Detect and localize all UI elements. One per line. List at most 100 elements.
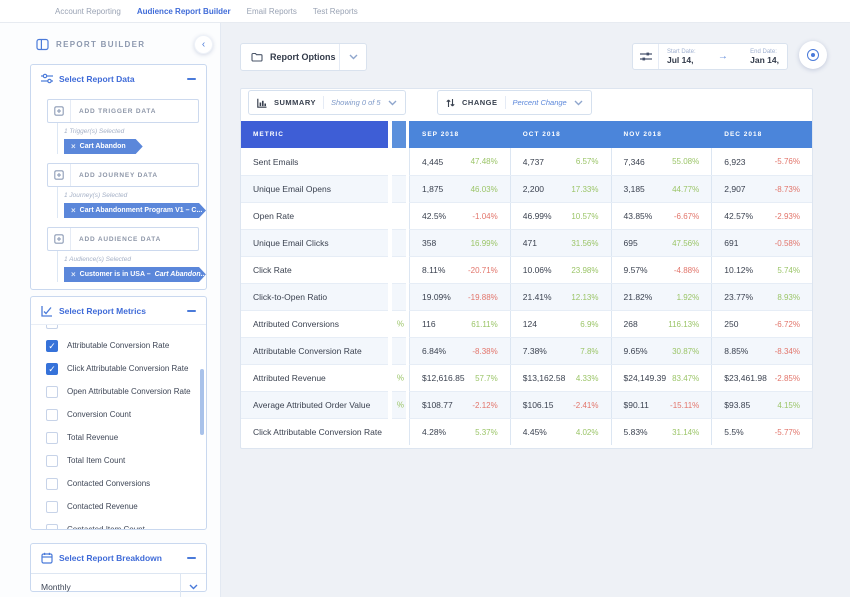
checkbox[interactable] bbox=[46, 500, 58, 513]
breakdown-select[interactable]: Monthly bbox=[31, 573, 206, 597]
cell-percent-change: 8.93% bbox=[777, 292, 800, 302]
month-cell: 7,346 55.08% bbox=[610, 148, 712, 175]
add-data-button[interactable]: ADD JOURNEY DATA bbox=[47, 163, 199, 187]
data-group: ADD JOURNEY DATA 1 Journey(s) Selected ×… bbox=[31, 163, 206, 218]
run-report-button[interactable] bbox=[799, 41, 827, 69]
add-data-button[interactable]: ADD TRIGGER DATA bbox=[47, 99, 199, 123]
checkbox[interactable]: ✓ bbox=[46, 339, 58, 352]
plus-square-icon bbox=[48, 164, 71, 186]
data-groups: ADD TRIGGER DATA 1 Trigger(s) Selected ×… bbox=[31, 89, 206, 282]
top-nav-items: Account Reporting Audience Report Builder… bbox=[0, 0, 850, 22]
remove-tag-icon[interactable]: × bbox=[71, 270, 76, 279]
metric-item-label: Contacted Item Count bbox=[67, 525, 145, 529]
column-gap bbox=[388, 120, 392, 148]
clipped-column-sliver: % bbox=[392, 365, 406, 391]
checkbox[interactable] bbox=[46, 325, 58, 329]
column-gap bbox=[388, 310, 392, 337]
cell-percent-change: 57.7% bbox=[475, 373, 498, 383]
sidebar-collapse-button[interactable]: ‹ bbox=[194, 35, 213, 54]
column-gap bbox=[406, 391, 409, 418]
metrics-list-viewport: ✓ Attributable Conversion Rate ✓ Click A… bbox=[31, 324, 206, 529]
metric-item: Conversion Count bbox=[46, 403, 206, 426]
metric-item: ✓ Click Attributable Conversion Rate bbox=[46, 357, 206, 380]
row-metric-name: Unique Email Opens bbox=[253, 184, 331, 194]
selected-tag[interactable]: × Cart Abandon bbox=[64, 139, 143, 154]
cell-percent-change: -8.38% bbox=[472, 346, 498, 356]
month-cell: 23.77% 8.93% bbox=[711, 284, 812, 310]
cell-value: 46.99% bbox=[522, 211, 552, 221]
cell-percent-change: -2.41% bbox=[573, 400, 599, 410]
cell-percent-change: 17.33% bbox=[571, 184, 599, 194]
checkbox[interactable] bbox=[46, 408, 58, 421]
selected-data: 1 Journey(s) Selected × Cart Abandonment… bbox=[57, 187, 206, 218]
cell-percent-change: -6.72% bbox=[774, 319, 800, 329]
plus-square-icon bbox=[48, 228, 71, 250]
checkbox[interactable] bbox=[46, 431, 58, 444]
cell-percent-change: 4.33% bbox=[575, 373, 599, 383]
month-cell: 2,907 -8.73% bbox=[711, 176, 812, 202]
cell-value: 358 bbox=[422, 238, 437, 248]
month-cell: 116 61.11% bbox=[409, 311, 510, 337]
metric-item-label: Contacted Conversions bbox=[67, 479, 151, 488]
date-range-control[interactable]: Start Date: Jul 14, → End Date: Jan 14, bbox=[632, 43, 788, 70]
report-options-button[interactable]: Report Options bbox=[240, 43, 367, 71]
collapse-section-icon[interactable] bbox=[187, 77, 196, 80]
month-cell: 268 116.13% bbox=[610, 311, 712, 337]
nav-item[interactable]: Test Reports bbox=[312, 6, 358, 16]
checkbox[interactable] bbox=[46, 477, 58, 490]
selected-tag[interactable]: × Cart Abandonment Program V1 – C... bbox=[64, 203, 206, 218]
checkbox[interactable] bbox=[46, 454, 58, 467]
sidebar-title: REPORT BUILDER bbox=[56, 40, 146, 49]
checkbox[interactable]: ✓ bbox=[46, 362, 58, 375]
remove-tag-icon[interactable]: × bbox=[71, 142, 76, 151]
metrics-chart-icon bbox=[41, 305, 53, 317]
metrics-scrollbar[interactable] bbox=[200, 369, 204, 435]
cell-value: 2,907 bbox=[724, 184, 746, 194]
cell-percent-change: -1.04% bbox=[472, 211, 498, 221]
cell-percent-change: 12.13% bbox=[571, 292, 599, 302]
cell-percent-change: 4.15% bbox=[777, 400, 800, 410]
cell-percent-change: -19.88% bbox=[467, 292, 498, 302]
cell-value: 10.12% bbox=[724, 265, 754, 275]
report-table-card: METRIC SEP 2018 OCT 2018 NOV 2018 DEC 2018 … bbox=[240, 88, 813, 449]
cell-value: 23.77% bbox=[724, 292, 754, 302]
end-date-field[interactable]: End Date: Jan 14, bbox=[742, 49, 787, 65]
metric-item: ✓ Attributable Conversion Rate bbox=[46, 334, 206, 357]
nav-item[interactable]: Email Reports bbox=[246, 6, 297, 16]
table-row: Unique Email Clicks 358 16.99% 471 31.56… bbox=[241, 229, 812, 256]
cell-value: $93.85 bbox=[724, 400, 751, 410]
column-gap bbox=[388, 337, 392, 364]
checkbox[interactable] bbox=[46, 385, 58, 398]
start-date-field[interactable]: Start Date: Jul 14, bbox=[659, 49, 704, 65]
select-report-data-header: Select Report Data bbox=[31, 65, 206, 89]
nav-item[interactable]: Account Reporting bbox=[55, 6, 121, 16]
cell-value: 4.28% bbox=[422, 427, 447, 437]
table-row: Attributable Conversion Rate 6.84% -8.38… bbox=[241, 337, 812, 364]
metric-item: Contacted Conversions bbox=[46, 472, 206, 495]
change-dropdown[interactable]: CHANGE Percent Change bbox=[437, 90, 592, 115]
cell-percent-change: 1.92% bbox=[676, 292, 700, 302]
collapse-section-icon[interactable] bbox=[187, 310, 196, 312]
select-report-data-card: Select Report Data ADD TRIGGER DATA 1 Tr… bbox=[30, 64, 207, 290]
remove-tag-icon[interactable]: × bbox=[71, 206, 76, 215]
cell-value: 4,445 bbox=[422, 156, 444, 167]
divider bbox=[322, 96, 324, 109]
month-cell: 691 -0.58% bbox=[711, 230, 812, 256]
summary-dropdown[interactable]: SUMMARY Showing 0 of 5 bbox=[248, 90, 406, 115]
table-row: Attributed Conversions % 116 61.11% 124 … bbox=[241, 310, 812, 337]
cell-percent-change: 4.02% bbox=[575, 427, 599, 437]
collapse-section-icon[interactable] bbox=[187, 557, 196, 559]
selected-tag[interactable]: × Customer is in USA – Cart Abandon... bbox=[64, 267, 206, 282]
nav-item[interactable]: Audience Report Builder bbox=[136, 6, 231, 16]
month-cell: 19.09% -19.88% bbox=[409, 284, 510, 310]
folder-icon bbox=[251, 52, 263, 62]
sliders-icon bbox=[41, 73, 53, 84]
add-data-button[interactable]: ADD AUDIENCE DATA bbox=[47, 227, 199, 251]
row-metric-name: Attributable Conversion Rate bbox=[253, 346, 362, 356]
clipped-column-sliver bbox=[392, 338, 406, 364]
cell-value: 268 bbox=[623, 319, 638, 329]
selected-data: 1 Audience(s) Selected × Customer is in … bbox=[57, 251, 206, 282]
plus-square-icon bbox=[48, 100, 71, 122]
checkbox[interactable] bbox=[46, 523, 58, 529]
column-gap bbox=[406, 120, 409, 148]
